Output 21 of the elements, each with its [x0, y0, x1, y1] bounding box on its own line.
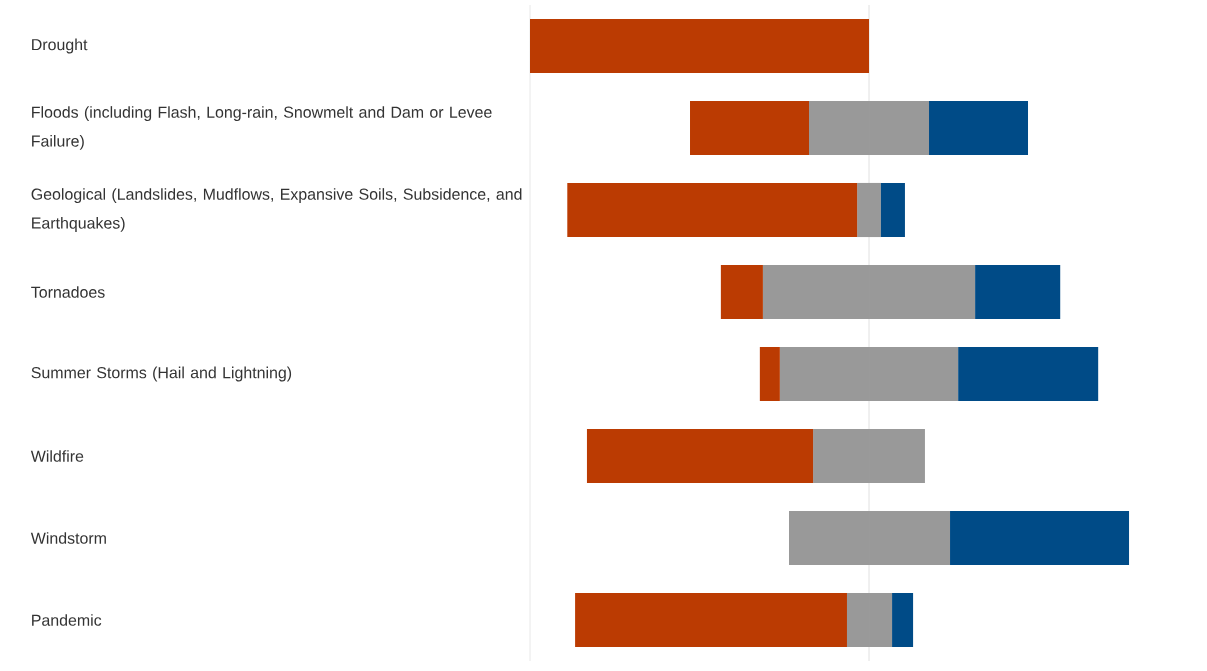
y-tick-label: Floods (including Flash, Long-rain, Snowmelt and Dam or Levee Failure) [32, 106, 492, 150]
bar [880, 182, 905, 238]
bar [958, 346, 1099, 402]
y-tick-label: Pandemic [32, 614, 102, 626]
bar [690, 100, 810, 156]
bar [759, 346, 780, 402]
y-tick-label: Tornadoes [31, 286, 105, 298]
y-tick-label: Summer Storms (Hail and Lightning) [31, 366, 292, 382]
bar [892, 592, 914, 648]
y-tick-label: Geological (Landslides, Mudflows, Expansive Soils, Subsidence, and Earthquakes) [31, 188, 522, 232]
bar [929, 100, 1029, 156]
bar [720, 264, 763, 320]
y-tick-label: Windstorm [30, 532, 106, 544]
y-tick-label: Drought [32, 38, 88, 54]
bar [975, 264, 1061, 320]
bar [530, 18, 870, 74]
bar [950, 510, 1130, 566]
y-tick-label: Wildfire [30, 450, 84, 462]
bar [586, 428, 814, 484]
bar [567, 182, 858, 238]
bar [575, 592, 847, 648]
